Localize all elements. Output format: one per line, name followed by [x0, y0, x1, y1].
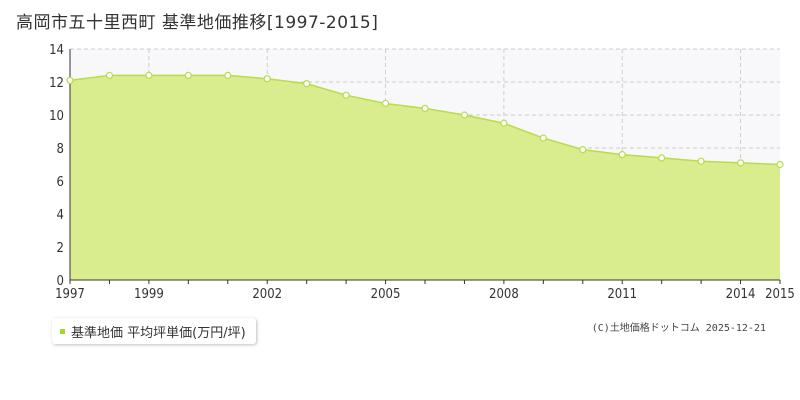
- x-tick-label: 2014: [726, 287, 756, 302]
- data-point: [381, 99, 390, 108]
- x-tick-label: 1999: [134, 287, 164, 302]
- data-point: [342, 91, 350, 99]
- data-point: [736, 159, 745, 167]
- data-point: [303, 80, 311, 88]
- y-tick-label: 2: [57, 241, 64, 256]
- data-point: [105, 71, 114, 80]
- x-tick-label: 2005: [371, 287, 401, 302]
- data-point: [776, 160, 784, 169]
- y-tick-label: 0: [57, 274, 64, 289]
- data-point: [579, 146, 587, 154]
- series-area: [70, 75, 780, 281]
- x-tick-label: 2011: [607, 287, 637, 302]
- data-point: [263, 75, 271, 83]
- y-tick-label: 4: [57, 208, 64, 223]
- x-tick-label: 2002: [252, 287, 282, 302]
- data-point: [421, 104, 429, 113]
- data-point: [66, 76, 74, 84]
- legend[interactable]: 基準地価 平均坪単価(万円/坪): [52, 318, 256, 344]
- x-tick-label: 2008: [489, 287, 519, 302]
- data-point: [500, 119, 508, 127]
- x-tick-label: 1997: [55, 287, 85, 302]
- y-tick-label: 14: [49, 43, 64, 58]
- y-tick-label: 12: [49, 76, 64, 91]
- chart-title: 高岡市五十里西町 基準地価推移[1997-2015]: [16, 13, 379, 33]
- legend-label: 基準地価 平均坪単価(万円/坪): [71, 325, 246, 341]
- y-tick-label: 6: [57, 175, 64, 190]
- data-point: [224, 71, 232, 80]
- data-point: [145, 71, 153, 80]
- data-point: [460, 111, 469, 119]
- copyright-credit: (C)土地価格ドットコム 2025-12-21: [591, 323, 766, 334]
- y-tick-label: 10: [49, 109, 64, 124]
- x-tick-label: 2015: [765, 287, 795, 302]
- legend-swatch: [60, 328, 65, 334]
- data-point: [184, 71, 192, 80]
- y-tick-label: 8: [57, 142, 64, 157]
- data-point: [618, 151, 626, 159]
- data-point: [658, 154, 666, 162]
- data-point: [539, 134, 547, 142]
- data-point: [697, 157, 705, 165]
